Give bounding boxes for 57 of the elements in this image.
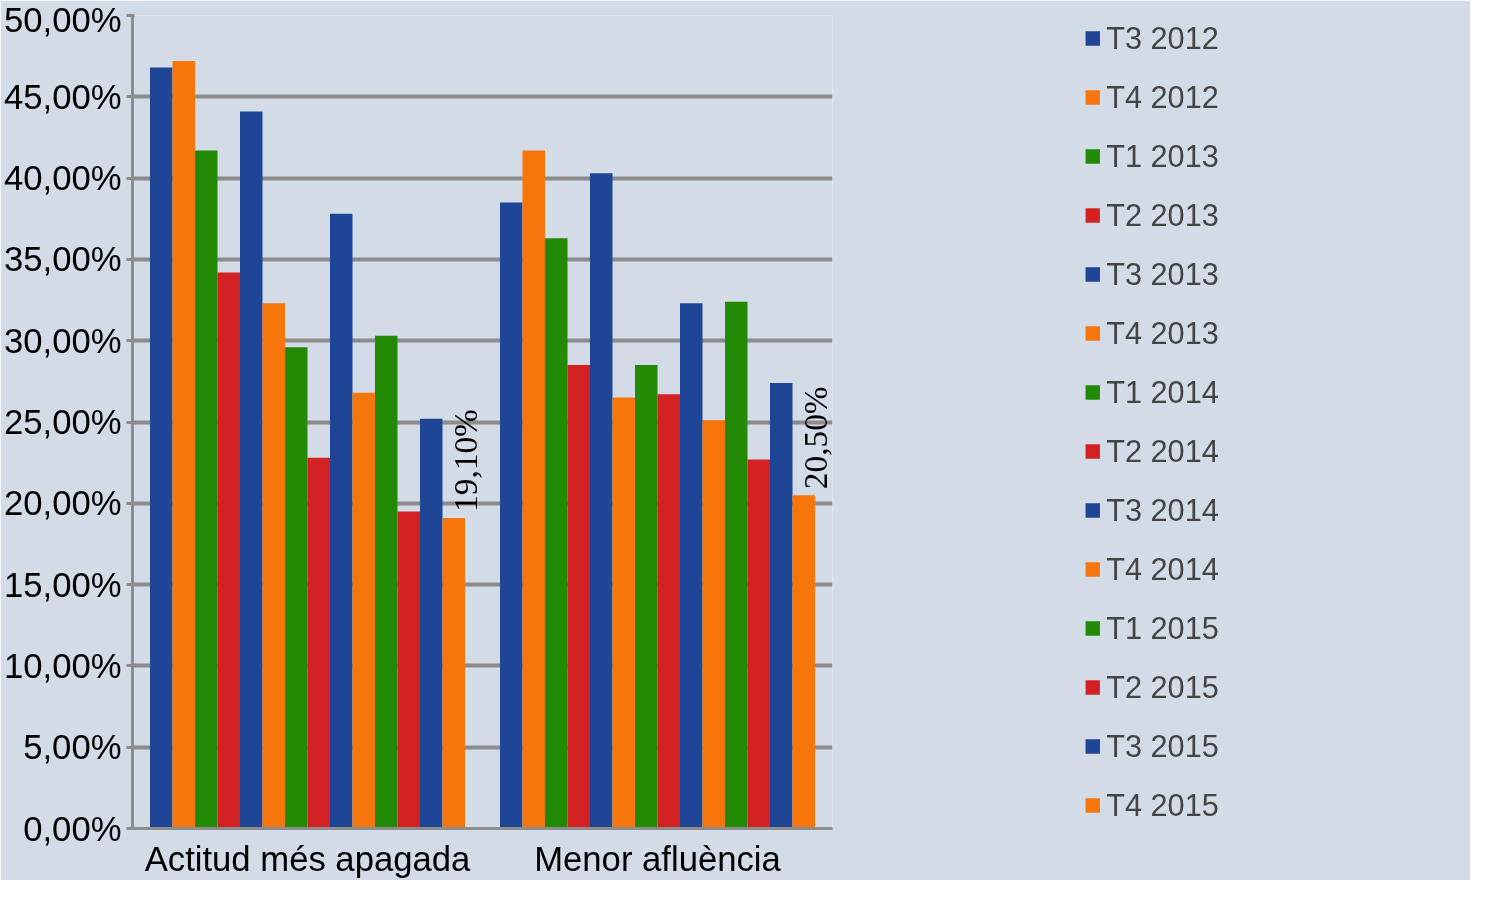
bar (420, 418, 443, 829)
bar (285, 347, 308, 829)
bar (635, 365, 658, 829)
legend-label: T2 2015 (1106, 669, 1219, 705)
legend-label: T2 2013 (1106, 197, 1219, 233)
bar (680, 303, 703, 829)
y-tick-label: 20,00% (3, 484, 122, 523)
bar (612, 397, 635, 829)
bar (725, 301, 748, 829)
bar (150, 67, 173, 829)
y-tick-label: 50,00% (3, 0, 122, 39)
bar (590, 173, 613, 829)
y-tick-label: 40,00% (3, 159, 122, 198)
bar (770, 382, 793, 829)
bar (262, 303, 285, 829)
y-tick-label: 10,00% (3, 646, 122, 685)
legend-label: T3 2015 (1106, 728, 1219, 764)
y-tick-label: 35,00% (3, 240, 122, 279)
bar (172, 61, 195, 829)
legend-label: T4 2012 (1106, 79, 1219, 115)
x-tick-label: Menor afluència (534, 839, 782, 878)
bar (352, 392, 375, 829)
data-label: 19,10% (447, 409, 485, 512)
y-tick-label: 15,00% (3, 565, 122, 604)
bar (442, 517, 465, 829)
bar (522, 150, 545, 829)
bar (240, 111, 263, 829)
legend-label: T2 2014 (1106, 433, 1219, 469)
bar (217, 272, 240, 829)
y-tick-label: 25,00% (3, 403, 122, 441)
bar (792, 495, 815, 829)
y-tick-label: 5,00% (23, 728, 122, 767)
legend-label: T4 2014 (1106, 551, 1219, 587)
legend-label: T3 2012 (1106, 20, 1219, 56)
legend-label: T4 2013 (1106, 315, 1219, 351)
legend-label: T3 2013 (1106, 256, 1219, 292)
legend-label: T1 2014 (1106, 374, 1219, 410)
bar (545, 238, 568, 829)
bar (195, 150, 218, 829)
bar (567, 365, 590, 829)
legend-label: T1 2013 (1106, 138, 1219, 174)
bar (397, 511, 420, 829)
y-tick-label: 30,00% (3, 321, 122, 360)
y-tick-label: 0,00% (23, 809, 122, 848)
bar (307, 457, 330, 829)
legend-label: T4 2015 (1106, 787, 1219, 823)
y-tick-label: 45,00% (3, 77, 122, 116)
bar (375, 335, 398, 829)
bar (702, 420, 725, 829)
bar (747, 459, 770, 829)
bar (657, 394, 680, 829)
x-tick-label: Actitud més apagada (144, 839, 472, 878)
data-label: 20,50% (797, 386, 835, 490)
legend-label: T1 2015 (1106, 610, 1219, 646)
bar (330, 213, 353, 829)
legend-label: T3 2014 (1106, 492, 1219, 528)
bar (500, 202, 523, 829)
